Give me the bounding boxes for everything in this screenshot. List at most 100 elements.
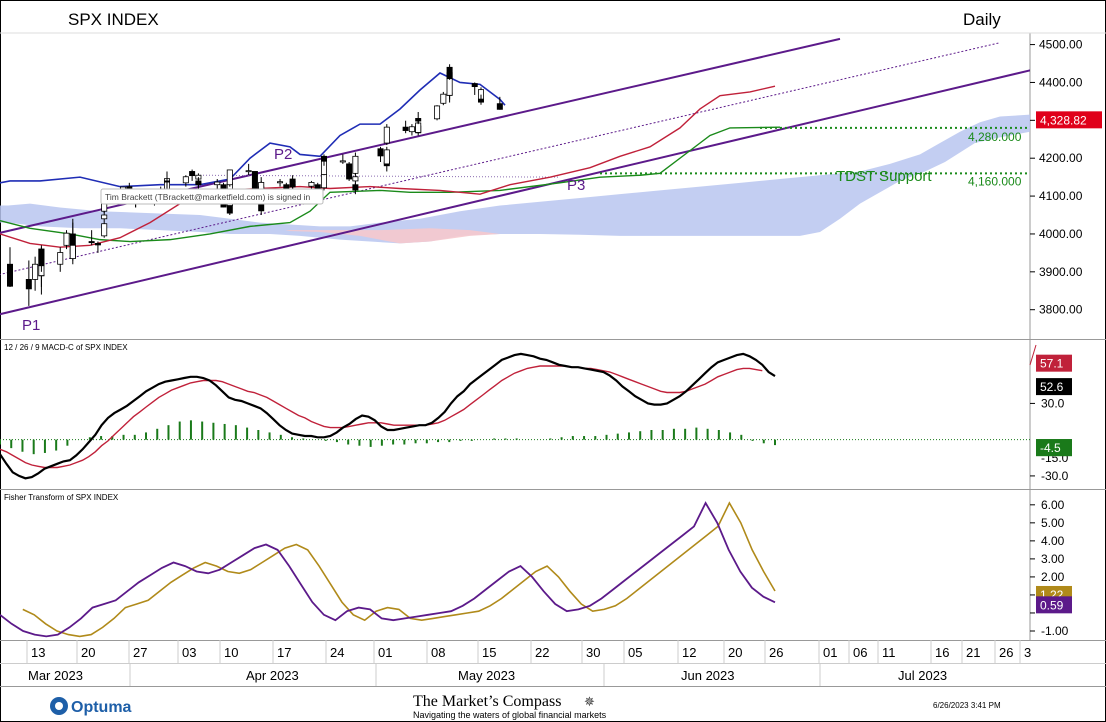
candle-body — [352, 155, 359, 174]
x-day-label: 15 — [482, 645, 496, 660]
optuma-brand: Optuma — [71, 699, 132, 716]
candle — [38, 245, 45, 272]
candle-body — [415, 118, 422, 122]
candle — [477, 94, 484, 105]
kijun-line — [0, 126, 781, 243]
candle — [377, 146, 384, 162]
candle — [94, 241, 101, 253]
candle-body — [308, 182, 315, 187]
macd-tick-label: 30.0 — [1041, 396, 1065, 410]
x-day-label: 30 — [586, 645, 600, 660]
candle-body — [163, 180, 170, 183]
x-day-label: 16 — [935, 645, 949, 660]
candle — [245, 163, 252, 176]
x-day-label: 13 — [31, 645, 45, 660]
x-day-label: 01 — [823, 645, 837, 660]
fisher-tick-label: 4.00 — [1041, 534, 1065, 548]
x-month-label: Jul 2023 — [898, 668, 947, 683]
candle-body — [101, 214, 108, 220]
x-day-label: 3 — [1024, 645, 1031, 660]
macd-tick-label: -30.0 — [1041, 469, 1069, 483]
x-day-label: 26 — [769, 645, 783, 660]
candle — [434, 105, 441, 121]
candle-body — [383, 149, 390, 165]
x-day-label: 11 — [882, 645, 896, 660]
candle — [214, 179, 221, 189]
price-y-axis: 3800.003900.004000.004100.004200.004300.… — [1030, 38, 1102, 317]
fisher-tick-label: 5.00 — [1041, 516, 1065, 530]
fisher-tick-label: 2.00 — [1041, 570, 1065, 584]
candle-body — [57, 252, 64, 265]
price-annotations: P1 P2 P3 TDST Support 4,280.000 4,160.000 — [22, 130, 1022, 334]
candle-body — [189, 171, 196, 177]
candle-body — [289, 181, 296, 188]
candle — [101, 222, 108, 238]
candle — [383, 146, 390, 166]
fisher-value-fisher: 0.59 — [1040, 598, 1064, 612]
candle-body — [383, 126, 390, 144]
annotation-p3: P3 — [567, 177, 585, 194]
candle-body — [38, 248, 45, 267]
x-day-label: 26 — [999, 645, 1013, 660]
candle-body — [415, 122, 422, 133]
candle — [7, 247, 13, 287]
price-tick-label: 4200.00 — [1039, 151, 1083, 165]
candle-body — [63, 232, 70, 246]
x-day-label: 17 — [277, 645, 291, 660]
macd-signal-pointer — [1029, 344, 1037, 366]
macd-value-histogram-top: -4.5 — [1040, 441, 1061, 455]
macd-signal-line — [0, 365, 763, 469]
channel-lower-line — [0, 69, 1030, 316]
annotation-tdst-support: TDST Support — [836, 168, 932, 185]
candle-body — [88, 241, 95, 244]
candle-body — [339, 160, 346, 163]
candle-body — [182, 176, 189, 184]
publisher-tagline: Navigating the waters of global financia… — [413, 710, 607, 720]
annotation-p1: P1 — [22, 317, 40, 334]
price-tick-label: 4400.00 — [1039, 75, 1083, 89]
x-month-label: Apr 2023 — [246, 668, 299, 683]
macd-badge-macd — [1036, 378, 1072, 396]
price-tick-label: 3900.00 — [1039, 265, 1083, 279]
fisher-tick-label: 6.00 — [1041, 498, 1065, 512]
fisher-tick-label: -1.00 — [1041, 624, 1069, 638]
candle — [440, 91, 447, 106]
fisher-badge-fisher — [1036, 596, 1072, 614]
candle-body — [7, 263, 13, 287]
candle — [88, 230, 95, 246]
candle-body — [25, 278, 32, 290]
last-price-label: 4,328.82 — [1040, 113, 1087, 127]
macd-line — [0, 352, 776, 480]
candle-body — [94, 243, 101, 246]
fisher-line — [0, 501, 776, 638]
x-month-label: Mar 2023 — [28, 668, 83, 683]
candle-body — [214, 181, 221, 186]
chart-title: SPX INDEX — [68, 10, 159, 29]
macd-series — [0, 352, 1030, 480]
publisher-name: The Market’s Compass — [413, 693, 561, 710]
chart-period: Daily — [963, 10, 1001, 29]
price-tick-label: 4500.00 — [1039, 38, 1083, 52]
candle-body — [101, 223, 108, 237]
candle-body — [245, 170, 252, 173]
candle — [415, 111, 422, 125]
candle — [383, 124, 390, 145]
ichimoku-cloud — [0, 114, 1030, 244]
candle — [346, 161, 353, 181]
candle-body — [377, 148, 384, 157]
candle-body — [251, 171, 258, 190]
candle-body — [440, 93, 447, 104]
candle — [408, 124, 415, 136]
x-day-label: 12 — [682, 645, 696, 660]
x-day-label: 22 — [535, 645, 549, 660]
x-day-label: 03 — [182, 645, 196, 660]
candle — [32, 256, 39, 291]
candle-body — [346, 163, 353, 180]
support-levels — [600, 126, 1030, 175]
macd-panel-title: 12 / 26 / 9 MACD-C of SPX INDEX — [4, 343, 128, 352]
candle-body — [402, 126, 409, 131]
candle-body — [277, 181, 284, 184]
candle-body — [471, 83, 478, 88]
candle — [63, 230, 70, 250]
